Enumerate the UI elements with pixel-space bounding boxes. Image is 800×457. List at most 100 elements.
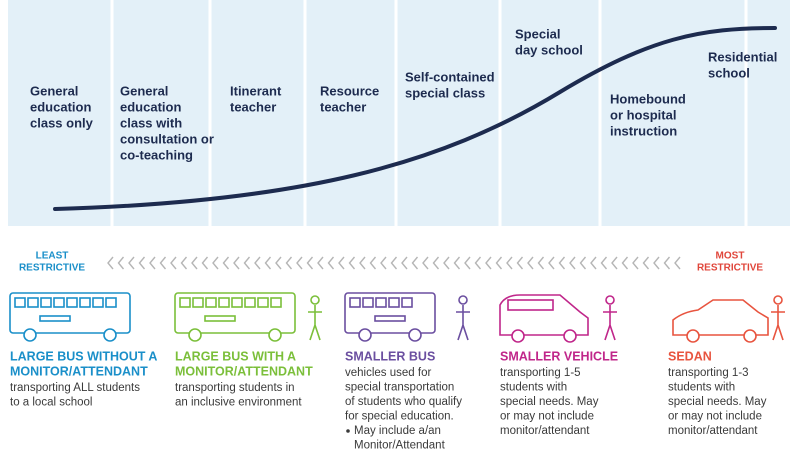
bus-window — [53, 297, 65, 308]
chevron — [380, 256, 387, 270]
chevron — [222, 256, 230, 270]
bullet-dot — [346, 429, 350, 433]
bus-stripe — [204, 315, 236, 322]
chevron — [254, 256, 261, 270]
chevron — [180, 256, 188, 270]
column-dividers — [110, 0, 748, 226]
vehicle-bullet: May include a/an — [354, 425, 441, 437]
bus-window — [401, 297, 413, 308]
chevron — [474, 256, 482, 270]
bus-stripe — [374, 315, 406, 322]
placement-label: teacher — [320, 99, 366, 114]
chevron — [495, 256, 503, 270]
bus-window — [105, 297, 117, 308]
chevron — [653, 256, 660, 270]
bus-window — [362, 297, 374, 308]
chevron — [296, 256, 303, 270]
vehicle-description: students with — [500, 382, 567, 394]
vehicle-title: LARGE BUS WITH A — [175, 349, 296, 363]
vehicle-description: an inclusive environment — [175, 397, 302, 409]
bus-body — [344, 292, 436, 334]
placement-label: Self-contained — [405, 69, 495, 84]
vehicle-description: special transportation — [345, 382, 454, 394]
bus-body — [174, 292, 296, 334]
placement-label: instruction — [610, 123, 677, 138]
vehicle-description: special needs. May — [500, 396, 599, 408]
chevron — [338, 256, 345, 270]
chevron — [663, 256, 671, 270]
bus-window — [27, 297, 39, 308]
chevron — [128, 256, 135, 270]
vehicle-description: transporting students in — [175, 382, 295, 394]
wheel — [408, 328, 422, 342]
chevron — [590, 256, 597, 270]
chevron — [422, 256, 429, 270]
chevron — [117, 256, 125, 270]
vehicle-description: transporting 1-3 — [668, 367, 749, 379]
bus-window — [192, 297, 204, 308]
bus-stripe — [39, 315, 71, 322]
placement-label: Itinerant — [230, 83, 282, 98]
vehicle-icon — [9, 292, 131, 342]
placement-label: General — [120, 83, 168, 98]
vehicle-description: transporting 1-5 — [500, 367, 581, 379]
person-body — [603, 305, 617, 341]
wheel — [23, 328, 37, 342]
placement-label: Resource — [320, 83, 379, 98]
bus-window — [270, 297, 282, 308]
chevron — [558, 256, 566, 270]
bus-window — [179, 297, 191, 308]
chevron — [275, 256, 282, 270]
chevron — [369, 256, 377, 270]
vehicle-description: special needs. May — [668, 396, 767, 408]
vehicle-description: transporting ALL students — [10, 382, 140, 394]
vehicle-description: vehicles used for — [345, 367, 431, 379]
continuum-panel — [8, 0, 790, 226]
vehicle-icon — [672, 295, 785, 343]
chevron — [432, 256, 440, 270]
bus-body — [9, 292, 131, 334]
vehicle-description: to a local school — [10, 397, 92, 409]
chevron — [264, 256, 272, 270]
chevron — [306, 256, 314, 270]
wheel — [188, 328, 202, 342]
chevron — [506, 256, 513, 270]
person-body — [308, 305, 322, 341]
bus-window — [14, 297, 26, 308]
vehicle-icon — [499, 294, 617, 343]
chevron — [600, 256, 608, 270]
chevron — [537, 256, 545, 270]
bus-window — [205, 297, 217, 308]
person-body — [456, 305, 470, 341]
placement-label: General — [30, 83, 78, 98]
placement-label: Residential — [708, 49, 777, 64]
wheel — [563, 329, 577, 343]
wheel — [686, 329, 700, 343]
chevron — [453, 256, 461, 270]
bus-window — [257, 297, 269, 308]
car-body — [672, 299, 769, 336]
placement-label: teacher — [230, 99, 276, 114]
chevron — [579, 256, 587, 270]
least-restrictive-label: LEAST — [36, 251, 69, 262]
vehicle-title: MONITOR/ATTENDANT — [10, 364, 148, 378]
vehicle-icon — [174, 292, 322, 342]
vehicle-description: or may not include — [500, 411, 594, 423]
chevron — [233, 256, 240, 270]
bus-window — [79, 297, 91, 308]
vehicle-description: for special education. — [345, 411, 454, 423]
chevron — [390, 256, 398, 270]
chevron — [548, 256, 555, 270]
least-restrictive-label: RESTRICTIVE — [19, 263, 85, 274]
chevron — [569, 256, 576, 270]
chevron — [527, 256, 534, 270]
wheel — [743, 329, 757, 343]
chevron — [674, 256, 681, 270]
placement-label: special class — [405, 85, 485, 100]
bus-window — [388, 297, 400, 308]
wheel — [268, 328, 282, 342]
chevron — [632, 256, 639, 270]
chevron — [191, 256, 198, 270]
chevron — [621, 256, 629, 270]
vehicle-title: SMALLER VEHICLE — [500, 349, 618, 363]
